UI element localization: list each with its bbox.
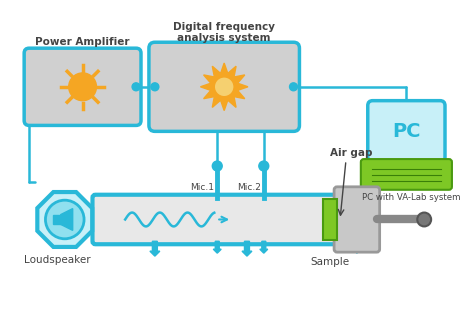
Text: Power Amplifier: Power Amplifier bbox=[36, 37, 130, 47]
Circle shape bbox=[214, 77, 234, 97]
Text: Mic.1: Mic.1 bbox=[190, 183, 214, 192]
Polygon shape bbox=[61, 209, 73, 230]
Circle shape bbox=[259, 161, 269, 171]
Text: Loudspeaker: Loudspeaker bbox=[24, 255, 90, 265]
Circle shape bbox=[132, 83, 140, 91]
FancyBboxPatch shape bbox=[92, 195, 356, 244]
Text: Digital frequency
analysis system: Digital frequency analysis system bbox=[173, 22, 275, 43]
Circle shape bbox=[290, 83, 298, 91]
FancyBboxPatch shape bbox=[334, 187, 380, 252]
Bar bbox=[323, 199, 337, 240]
FancyBboxPatch shape bbox=[361, 159, 452, 190]
Circle shape bbox=[46, 200, 84, 239]
Text: Sample: Sample bbox=[310, 257, 350, 267]
Circle shape bbox=[151, 83, 159, 91]
FancyBboxPatch shape bbox=[149, 42, 300, 131]
Circle shape bbox=[69, 73, 96, 100]
Polygon shape bbox=[37, 192, 92, 247]
Text: PC: PC bbox=[392, 122, 420, 141]
FancyArrow shape bbox=[213, 241, 221, 253]
FancyArrow shape bbox=[242, 241, 252, 256]
FancyBboxPatch shape bbox=[24, 48, 141, 125]
Circle shape bbox=[417, 212, 431, 226]
Text: Mic.2: Mic.2 bbox=[237, 183, 261, 192]
FancyArrow shape bbox=[353, 241, 361, 253]
Text: PC with VA-Lab system: PC with VA-Lab system bbox=[362, 193, 461, 202]
Bar bbox=[53, 214, 61, 224]
Polygon shape bbox=[201, 63, 248, 111]
FancyBboxPatch shape bbox=[368, 100, 445, 162]
FancyArrow shape bbox=[150, 241, 160, 256]
FancyArrow shape bbox=[260, 241, 268, 253]
Circle shape bbox=[212, 161, 222, 171]
Text: Air gap: Air gap bbox=[330, 148, 372, 158]
